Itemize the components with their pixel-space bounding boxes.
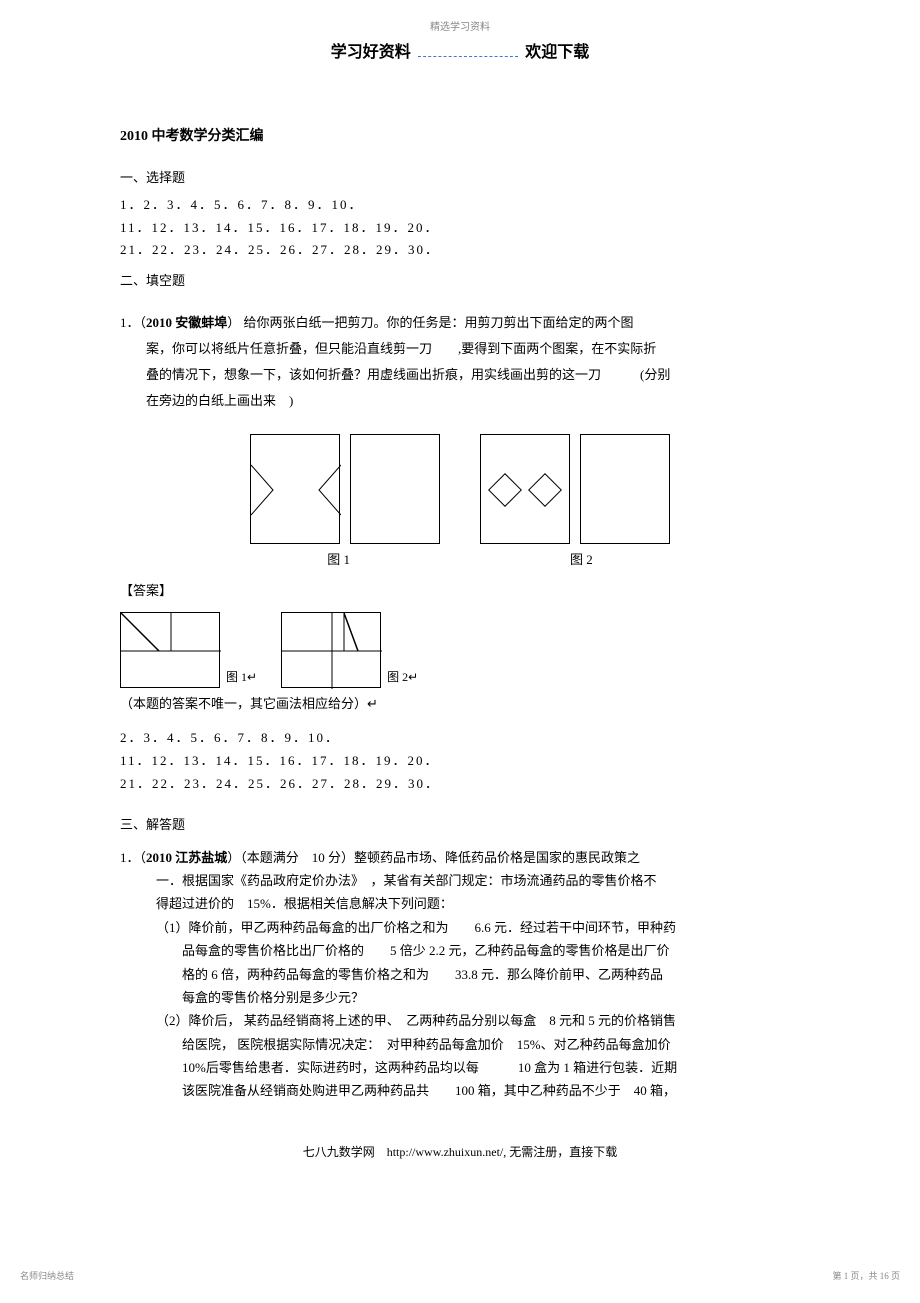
figure-2-label: 图 2 — [570, 550, 593, 571]
q3-bold: 2010 江苏盐城 — [146, 850, 227, 865]
q3-p2c: 10%后零售给患者．实际进药时，这两种药品均以每 10 盒为 1 箱进行包装．近… — [120, 1056, 800, 1079]
q3-p2a: （2）降价后， 某药品经销商将上述的甲、 乙两种药品分别以每盒 8 元和 5 元… — [120, 1009, 800, 1032]
figure-group-2 — [480, 434, 670, 544]
numblock2-line3: 21．22．23．24．25．26．27．28．29．30． — [120, 774, 860, 795]
answer-note: （本题的答案不唯一，其它画法相应给分）↵ — [120, 694, 800, 715]
answer-fig-2 — [281, 612, 381, 688]
figure-1a — [250, 434, 340, 544]
q1-bold: 2010 安徽蚌埠 — [146, 315, 227, 330]
q3-p2d: 该医院准备从经销商处购进甲乙两种药品共 100 箱，其中乙种药品不少于 40 箱… — [120, 1079, 800, 1102]
numblock2-line2: 11．12．13．14．15．16．17．18．19．20． — [120, 751, 860, 772]
section-3-header: 三、解答题 — [120, 815, 860, 836]
figure-group-1 — [250, 434, 440, 544]
q3-p2b: 给医院， 医院根据实际情况决定： 对甲种药品每盒加价 15%、对乙种药品每盒加价 — [120, 1033, 800, 1056]
figure-2a — [480, 434, 570, 544]
q1-text2: 案，你可以将纸片任意折叠，但只能沿直线剪一刀 ,要得到下面两个图案，在不实际折 — [120, 336, 800, 362]
answer-fig-1-caption: 图 1↵ — [226, 668, 257, 687]
answer-label: 【答案】 — [120, 581, 800, 602]
section-1-line3: 21．22．23．24．25．26．27．28．29．30． — [120, 240, 860, 261]
section-1-line1: 1．2．3．4．5．6．7．8．9．10． — [120, 195, 860, 216]
figure-1b — [350, 434, 440, 544]
page-footer: 七八九数学网 http://www.zhuixun.net/, 无需注册，直接下… — [60, 1143, 860, 1162]
q1-text4: 在旁边的白纸上画出来 ) — [120, 388, 800, 414]
q3-p1d: 每盒的零售价格分别是多少元？ — [120, 986, 800, 1009]
answer-fig-1-svg — [121, 613, 221, 689]
q1-text3: 叠的情况下，想象一下，该如何折叠？用虚线画出折痕，用实线画出剪的这一刀 (分别 — [120, 362, 800, 388]
section-1-line2: 11．12．13．14．15．16．17．18．19．20． — [120, 218, 860, 239]
diamond-left-icon — [488, 473, 522, 507]
page-title: 2010 中考数学分类汇编 — [120, 126, 860, 148]
page-corner-left: 名师归纳总结 — [20, 1269, 74, 1283]
q1-text1: ） 给你两张白纸一把剪刀。你的任务是：用剪刀剪出下面给定的两个图 — [227, 315, 633, 330]
section-1-header: 一、选择题 — [120, 168, 860, 189]
answer-fig-1-wrap: 图 1↵ — [120, 612, 257, 688]
figure-1a-svg — [251, 435, 341, 545]
figures-row — [60, 434, 860, 544]
question-3: 1．（2010 江苏盐城）（本题满分 10 分）整顿药品市场、降低药品价格是国家… — [120, 846, 800, 1103]
q1-prefix: 1．（ — [120, 315, 146, 330]
q3-p1a: （1）降价前，甲乙两种药品每盒的出厂价格之和为 6.6 元．经过若干中间环节，甲… — [120, 916, 800, 939]
q3-prefix: 1．（ — [120, 850, 146, 865]
figure-2b — [580, 434, 670, 544]
section-2-header: 二、填空题 — [120, 271, 860, 292]
q3-t1: ）（本题满分 10 分）整顿药品市场、降低药品价格是国家的惠民政策之 — [227, 850, 640, 865]
q3-p1c: 格的 6 倍，两种药品每盒的零售价格之和为 33.8 元．那么降价前甲、乙两种药… — [120, 963, 800, 986]
answer-figures: 图 1↵ 图 2↵ — [120, 612, 860, 688]
answer-fig-2-caption: 图 2↵ — [387, 668, 418, 687]
header-underline — [418, 54, 518, 57]
top-header: 精选学习资料 — [60, 20, 860, 36]
figure-1-label: 图 1 — [327, 550, 350, 571]
answer-fig-1 — [120, 612, 220, 688]
q3-t2: 一．根据国家《药品政府定价办法》 ，某省有关部门规定：市场流通药品的零售价格不 — [120, 869, 800, 892]
answer-fig-2-svg — [282, 613, 382, 689]
answer-fig-2-wrap: 图 2↵ — [281, 612, 418, 688]
q3-p1b: 品每盒的零售价格比出厂价格的 5 倍少 2.2 元，乙种药品每盒的零售价格是出厂… — [120, 939, 800, 962]
q3-t3: 得超过进价的 15%．根据相关信息解决下列问题： — [120, 892, 800, 915]
page-header: 学习好资料 欢迎下载 — [60, 40, 860, 66]
diamond-right-icon — [528, 473, 562, 507]
figure-labels: 图 1 图 2 — [60, 550, 860, 571]
numblock2-line1: 2．3．4．5．6．7．8．9．10． — [120, 728, 860, 749]
header-left: 学习好资料 — [331, 40, 411, 66]
page-corner-right: 第 1 页，共 16 页 — [832, 1269, 900, 1283]
question-1: 1．（2010 安徽蚌埠） 给你两张白纸一把剪刀。你的任务是：用剪刀剪出下面给定… — [120, 310, 800, 414]
header-right: 欢迎下载 — [525, 40, 589, 66]
